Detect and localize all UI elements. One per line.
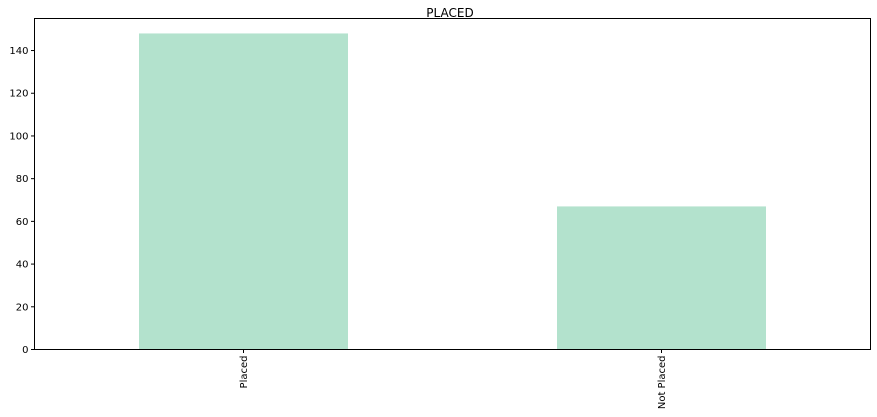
y-tick-label: 40	[16, 260, 29, 271]
y-tick-label: 60	[16, 217, 29, 228]
x-tick-label: Not Placed	[657, 356, 668, 410]
plot-frame	[34, 18, 871, 350]
bar-not-placed	[557, 206, 766, 350]
y-tick-label: 20	[16, 302, 29, 313]
y-tick-label: 140	[9, 46, 28, 57]
bars-group	[139, 33, 766, 350]
y-axis: 0 20 40 60 80 100 120 140	[9, 46, 35, 356]
x-axis: Placed Not Placed	[239, 349, 668, 410]
bar-placed	[139, 33, 348, 350]
y-tick-label: 100	[9, 131, 28, 142]
y-tick-label: 80	[16, 174, 29, 185]
chart-title: PLACED	[426, 6, 473, 20]
x-tick-label: Placed	[239, 356, 250, 389]
y-tick-label: 0	[22, 345, 28, 356]
y-tick-label: 120	[9, 89, 28, 100]
